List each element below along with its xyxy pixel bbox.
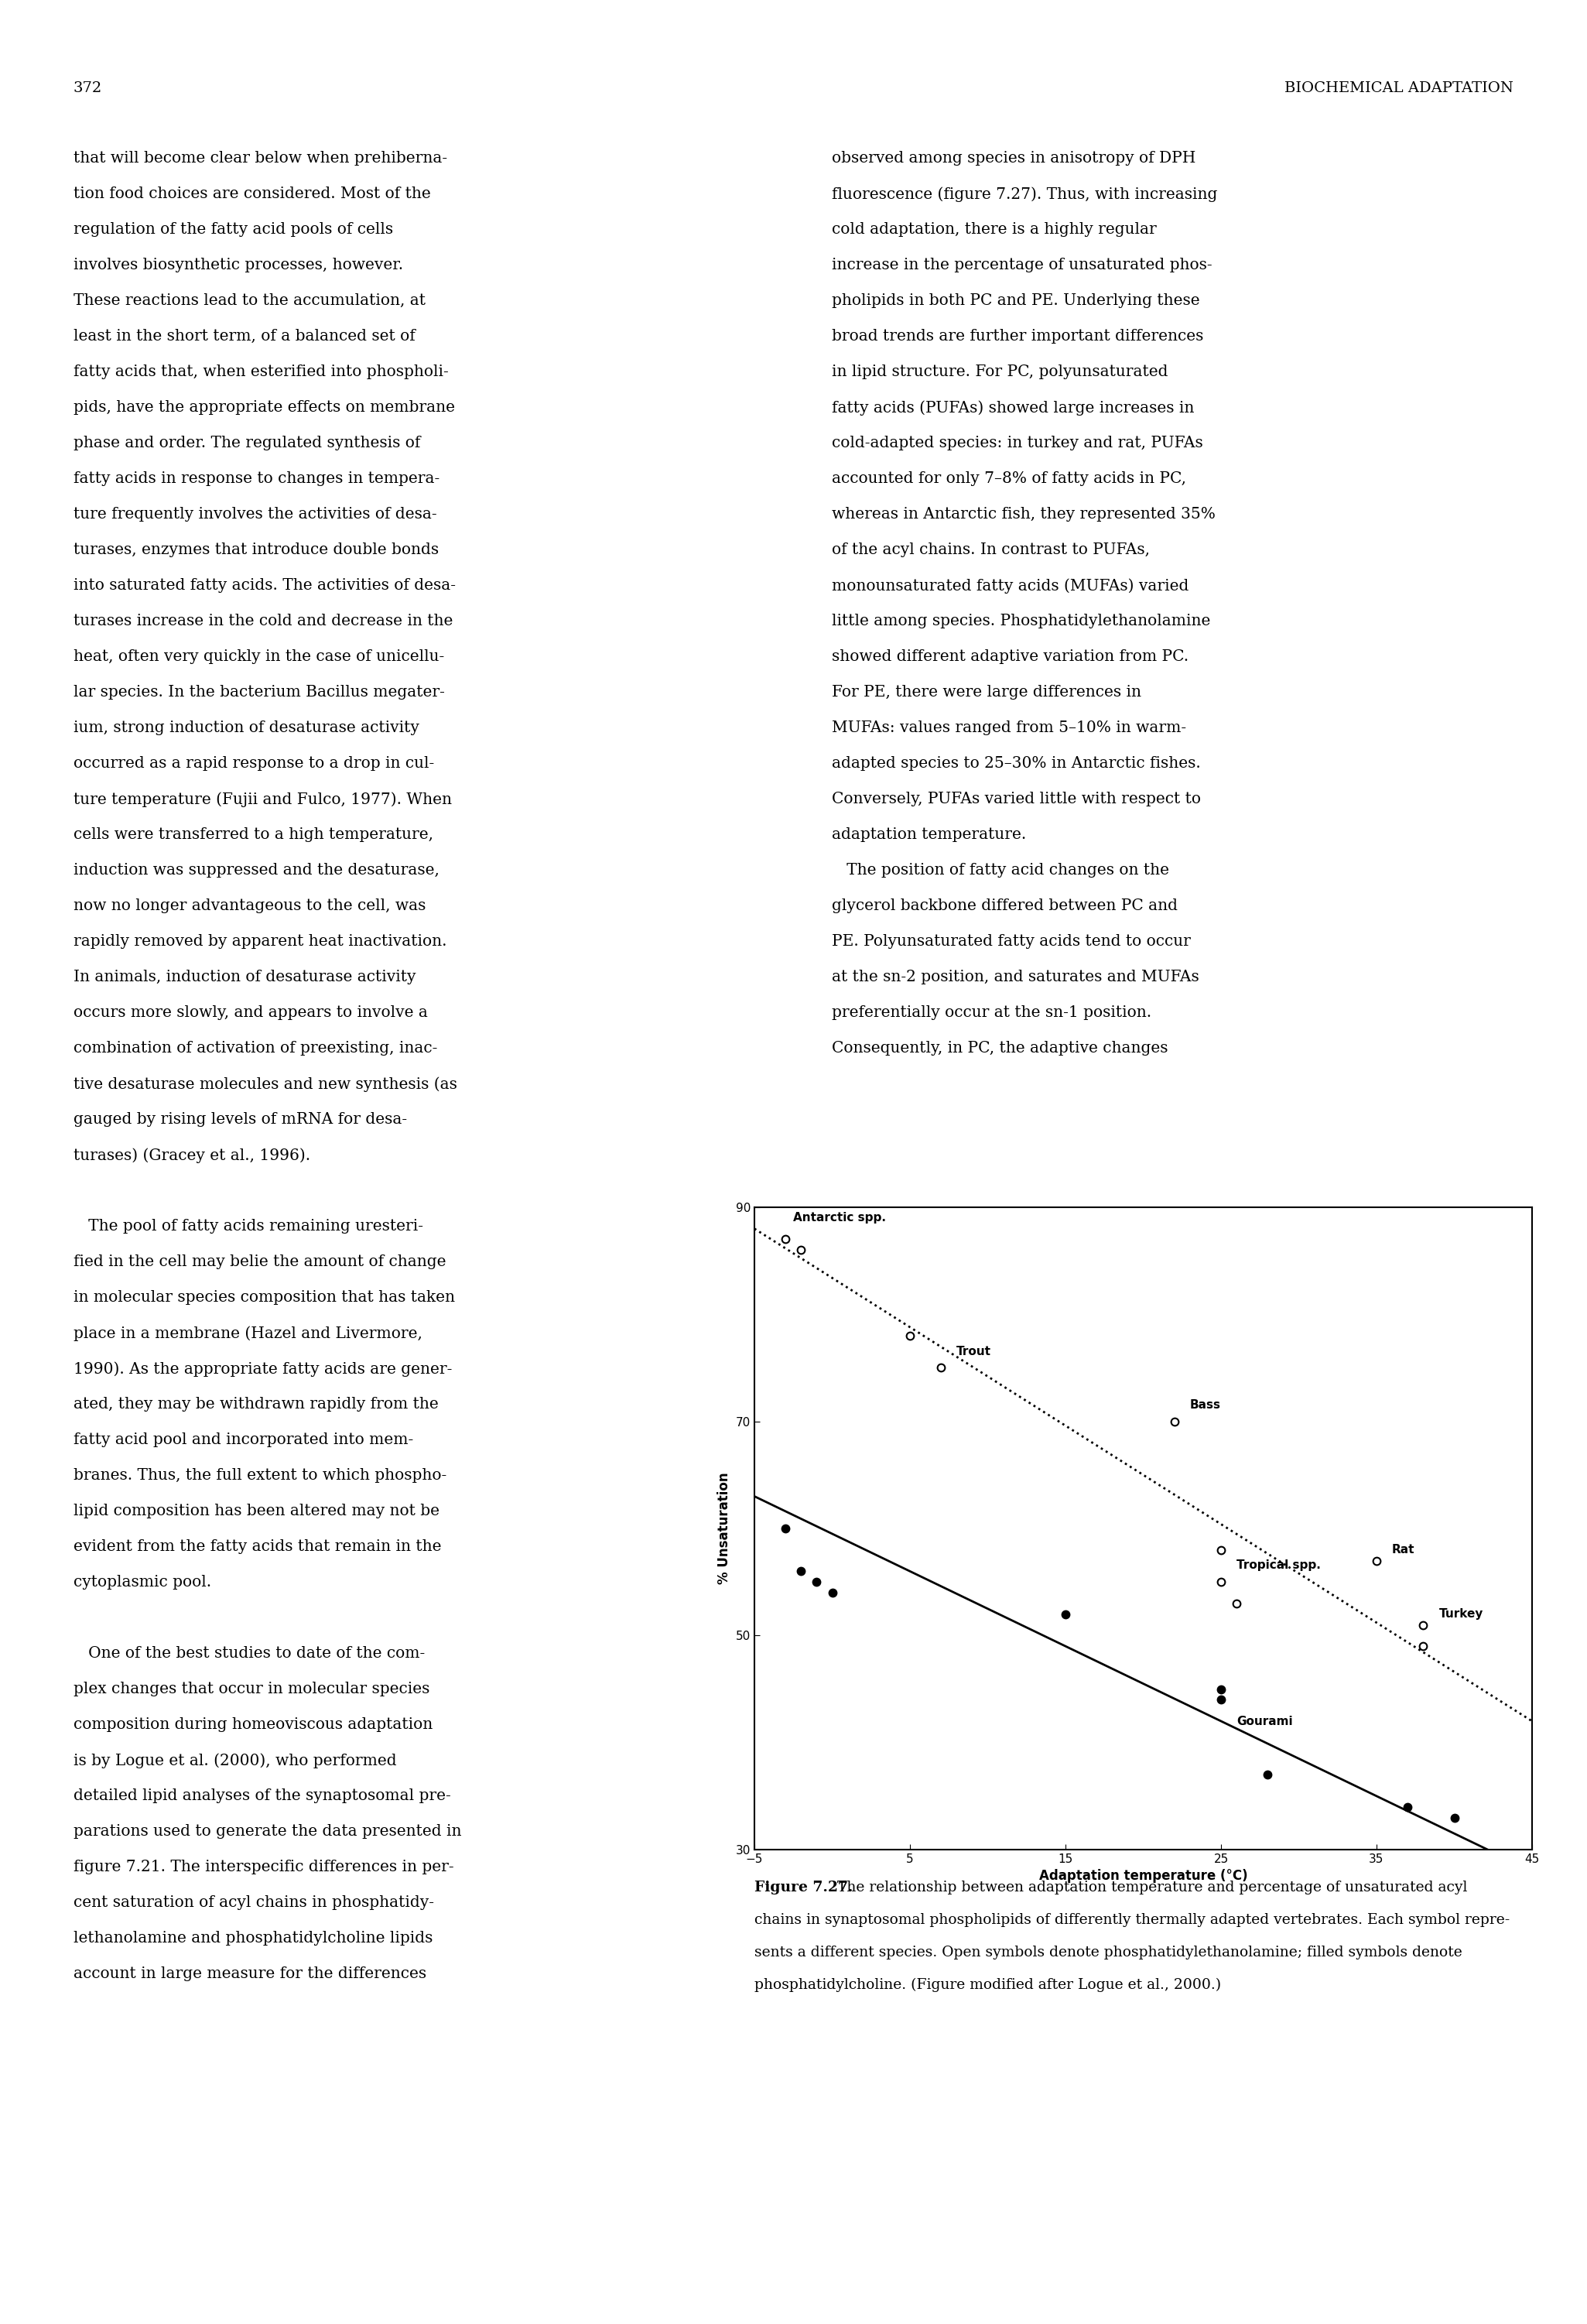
Text: ture frequently involves the activities of desa-: ture frequently involves the activities … (73, 507, 436, 521)
Text: MUFAs: values ranged from 5–10% in warm-: MUFAs: values ranged from 5–10% in warm- (832, 720, 1187, 734)
Text: fatty acids that, when esterified into phospholi-: fatty acids that, when esterified into p… (73, 365, 449, 379)
Text: in lipid structure. For PC, polyunsaturated: in lipid structure. For PC, polyunsatura… (832, 365, 1168, 379)
Text: is by Logue et al. (2000), who performed: is by Logue et al. (2000), who performed (73, 1752, 397, 1769)
Text: For PE, there were large differences in: For PE, there were large differences in (832, 686, 1141, 700)
Text: into saturated fatty acids. The activities of desa-: into saturated fatty acids. The activiti… (73, 579, 455, 593)
Text: Bass: Bass (1190, 1399, 1220, 1411)
Text: In animals, induction of desaturase activity: In animals, induction of desaturase acti… (73, 969, 416, 985)
Text: Conversely, PUFAs varied little with respect to: Conversely, PUFAs varied little with res… (832, 792, 1201, 806)
Text: phosphatidylcholine. (Figure modified after Logue et al., 2000.): phosphatidylcholine. (Figure modified af… (754, 1978, 1220, 1992)
Text: fatty acids (PUFAs) showed large increases in: fatty acids (PUFAs) showed large increas… (832, 400, 1193, 416)
Text: glycerol backbone differed between PC and: glycerol backbone differed between PC an… (832, 899, 1178, 913)
Text: lipid composition has been altered may not be: lipid composition has been altered may n… (73, 1504, 440, 1518)
Text: 1990). As the appropriate fatty acids are gener-: 1990). As the appropriate fatty acids ar… (73, 1362, 452, 1376)
Text: The relationship between adaptation temperature and percentage of unsaturated ac: The relationship between adaptation temp… (828, 1880, 1468, 1894)
Text: turases increase in the cold and decrease in the: turases increase in the cold and decreas… (73, 614, 452, 627)
Text: fatty acid pool and incorporated into mem-: fatty acid pool and incorporated into me… (73, 1432, 413, 1448)
Text: phase and order. The regulated synthesis of: phase and order. The regulated synthesis… (73, 435, 421, 451)
Text: tion food choices are considered. Most of the: tion food choices are considered. Most o… (73, 186, 430, 202)
Y-axis label: % Unsaturation: % Unsaturation (717, 1473, 732, 1585)
Text: lar species. In the bacterium Bacillus megater-: lar species. In the bacterium Bacillus m… (73, 686, 444, 700)
Text: lethanolamine and phosphatidylcholine lipids: lethanolamine and phosphatidylcholine li… (73, 1931, 433, 1945)
Text: fatty acids in response to changes in tempera-: fatty acids in response to changes in te… (73, 472, 440, 486)
Text: turases) (Gracey et al., 1996).: turases) (Gracey et al., 1996). (73, 1148, 311, 1162)
Text: sents a different species. Open symbols denote phosphatidylethanolamine; filled : sents a different species. Open symbols … (754, 1945, 1462, 1959)
Text: turases, enzymes that introduce double bonds: turases, enzymes that introduce double b… (73, 541, 440, 558)
Text: combination of activation of preexisting, inac-: combination of activation of preexisting… (73, 1041, 438, 1055)
Text: These reactions lead to the accumulation, at: These reactions lead to the accumulation… (73, 293, 425, 309)
X-axis label: Adaptation temperature (°C): Adaptation temperature (°C) (1039, 1868, 1247, 1882)
Text: occurs more slowly, and appears to involve a: occurs more slowly, and appears to invol… (73, 1006, 428, 1020)
Text: that will become clear below when prehiberna-: that will become clear below when prehib… (73, 151, 448, 165)
Text: preferentially occur at the sn-1 position.: preferentially occur at the sn-1 positio… (832, 1006, 1152, 1020)
Text: cold-adapted species: in turkey and rat, PUFAs: cold-adapted species: in turkey and rat,… (832, 435, 1203, 451)
Text: least in the short term, of a balanced set of: least in the short term, of a balanced s… (73, 330, 416, 344)
Text: Figure 7.27.: Figure 7.27. (754, 1880, 852, 1894)
Text: BIOCHEMICAL ADAPTATION: BIOCHEMICAL ADAPTATION (1284, 81, 1514, 95)
Text: involves biosynthetic processes, however.: involves biosynthetic processes, however… (73, 258, 403, 272)
Text: figure 7.21. The interspecific differences in per-: figure 7.21. The interspecific differenc… (73, 1859, 454, 1875)
Text: cytoplasmic pool.: cytoplasmic pool. (73, 1576, 211, 1590)
Text: fluorescence (figure 7.27). Thus, with increasing: fluorescence (figure 7.27). Thus, with i… (832, 186, 1217, 202)
Text: detailed lipid analyses of the synaptosomal pre-: detailed lipid analyses of the synaptoso… (73, 1789, 451, 1803)
Text: ium, strong induction of desaturase activity: ium, strong induction of desaturase acti… (73, 720, 419, 734)
Text: Gourami: Gourami (1236, 1715, 1293, 1727)
Text: pids, have the appropriate effects on membrane: pids, have the appropriate effects on me… (73, 400, 455, 414)
Text: parations used to generate the data presented in: parations used to generate the data pres… (73, 1824, 462, 1838)
Text: cent saturation of acyl chains in phosphatidy-: cent saturation of acyl chains in phosph… (73, 1896, 435, 1910)
Text: regulation of the fatty acid pools of cells: regulation of the fatty acid pools of ce… (73, 223, 394, 237)
Text: Antarctic spp.: Antarctic spp. (794, 1211, 886, 1222)
Text: showed different adaptive variation from PC.: showed different adaptive variation from… (832, 648, 1189, 665)
Text: observed among species in anisotropy of DPH: observed among species in anisotropy of … (832, 151, 1195, 165)
Text: at the sn-2 position, and saturates and MUFAs: at the sn-2 position, and saturates and … (832, 969, 1200, 985)
Text: in molecular species composition that has taken: in molecular species composition that ha… (73, 1290, 455, 1304)
Text: Tropical spp.: Tropical spp. (1236, 1559, 1320, 1571)
Text: branes. Thus, the full extent to which phospho-: branes. Thus, the full extent to which p… (73, 1469, 446, 1483)
Text: heat, often very quickly in the case of unicellu-: heat, often very quickly in the case of … (73, 648, 444, 665)
Text: Turkey: Turkey (1439, 1608, 1484, 1620)
Text: place in a membrane (Hazel and Livermore,: place in a membrane (Hazel and Livermore… (73, 1325, 422, 1341)
Text: ture temperature (Fujii and Fulco, 1977). When: ture temperature (Fujii and Fulco, 1977)… (73, 792, 452, 806)
Text: composition during homeoviscous adaptation: composition during homeoviscous adaptati… (73, 1717, 433, 1731)
Text: evident from the fatty acids that remain in the: evident from the fatty acids that remain… (73, 1538, 441, 1555)
Text: adaptation temperature.: adaptation temperature. (832, 827, 1027, 841)
Text: little among species. Phosphatidylethanolamine: little among species. Phosphatidylethano… (832, 614, 1211, 627)
Text: ated, they may be withdrawn rapidly from the: ated, they may be withdrawn rapidly from… (73, 1397, 438, 1411)
Text: cold adaptation, there is a highly regular: cold adaptation, there is a highly regul… (832, 223, 1157, 237)
Text: pholipids in both PC and PE. Underlying these: pholipids in both PC and PE. Underlying … (832, 293, 1200, 309)
Text: 372: 372 (73, 81, 102, 95)
Text: tive desaturase molecules and new synthesis (as: tive desaturase molecules and new synthe… (73, 1076, 457, 1092)
Text: monounsaturated fatty acids (MUFAs) varied: monounsaturated fatty acids (MUFAs) vari… (832, 579, 1189, 593)
Text: whereas in Antarctic fish, they represented 35%: whereas in Antarctic fish, they represen… (832, 507, 1216, 521)
Text: increase in the percentage of unsaturated phos-: increase in the percentage of unsaturate… (832, 258, 1212, 272)
Text: plex changes that occur in molecular species: plex changes that occur in molecular spe… (73, 1683, 430, 1697)
Text: Consequently, in PC, the adaptive changes: Consequently, in PC, the adaptive change… (832, 1041, 1168, 1055)
Text: Trout: Trout (957, 1346, 992, 1357)
Text: broad trends are further important differences: broad trends are further important diffe… (832, 330, 1203, 344)
Text: of the acyl chains. In contrast to PUFAs,: of the acyl chains. In contrast to PUFAs… (832, 541, 1151, 558)
Text: fied in the cell may belie the amount of change: fied in the cell may belie the amount of… (73, 1255, 446, 1269)
Text: now no longer advantageous to the cell, was: now no longer advantageous to the cell, … (73, 899, 425, 913)
Text: The position of fatty acid changes on the: The position of fatty acid changes on th… (832, 862, 1170, 878)
Text: The pool of fatty acids remaining uresteri-: The pool of fatty acids remaining ureste… (73, 1218, 424, 1234)
Text: cells were transferred to a high temperature,: cells were transferred to a high tempera… (73, 827, 433, 841)
Text: chains in synaptosomal phospholipids of differently thermally adapted vertebrate: chains in synaptosomal phospholipids of … (754, 1913, 1509, 1927)
Text: gauged by rising levels of mRNA for desa-: gauged by rising levels of mRNA for desa… (73, 1113, 408, 1127)
Text: induction was suppressed and the desaturase,: induction was suppressed and the desatur… (73, 862, 440, 878)
Text: account in large measure for the differences: account in large measure for the differe… (73, 1966, 427, 1980)
Text: adapted species to 25–30% in Antarctic fishes.: adapted species to 25–30% in Antarctic f… (832, 755, 1201, 772)
Text: One of the best studies to date of the com-: One of the best studies to date of the c… (73, 1645, 425, 1662)
Text: rapidly removed by apparent heat inactivation.: rapidly removed by apparent heat inactiv… (73, 934, 448, 948)
Text: occurred as a rapid response to a drop in cul-: occurred as a rapid response to a drop i… (73, 755, 435, 772)
Text: accounted for only 7–8% of fatty acids in PC,: accounted for only 7–8% of fatty acids i… (832, 472, 1185, 486)
Text: PE. Polyunsaturated fatty acids tend to occur: PE. Polyunsaturated fatty acids tend to … (832, 934, 1190, 948)
Text: Rat: Rat (1392, 1543, 1416, 1555)
